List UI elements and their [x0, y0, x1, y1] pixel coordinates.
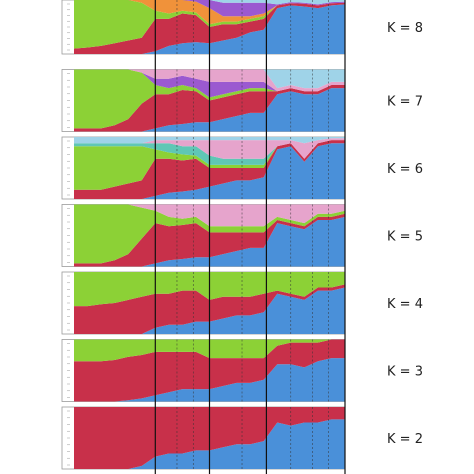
group-boundary-lines — [154, 0, 346, 474]
ancestry-area-blue — [74, 287, 345, 334]
panel-7 — [61, 406, 346, 470]
ancestry-area-blue — [74, 4, 345, 55]
k-label: K = 7 — [387, 95, 423, 110]
ancestry-area-green — [74, 204, 345, 264]
ancestry-area-blue — [74, 88, 345, 132]
k-label-column: K = 8 K = 7 K = 6 K = 5 K = 4 K = 3 K = 2 — [387, 21, 423, 447]
k-label: K = 2 — [387, 432, 423, 447]
panel-stack — [61, 0, 346, 470]
k-label: K = 8 — [387, 21, 423, 36]
ancestry-area-lightblue — [74, 69, 345, 89]
ancestry-area-lightblue — [74, 0, 345, 5]
panel-6 — [61, 339, 346, 402]
panel-2 — [61, 69, 346, 132]
k-label: K = 5 — [387, 230, 423, 245]
ancestry-area-blue — [74, 419, 345, 469]
ancestry-area-blue — [74, 216, 345, 267]
k-label: K = 3 — [387, 365, 423, 380]
k-label: K = 4 — [387, 297, 423, 312]
ancestry-area-blue — [74, 143, 345, 199]
panel-3 — [61, 136, 346, 200]
panel-1 — [61, 0, 346, 55]
k-label: K = 6 — [387, 162, 423, 177]
panel-4 — [61, 204, 346, 267]
ancestry-area-blue — [74, 358, 345, 402]
panel-5 — [61, 271, 346, 335]
